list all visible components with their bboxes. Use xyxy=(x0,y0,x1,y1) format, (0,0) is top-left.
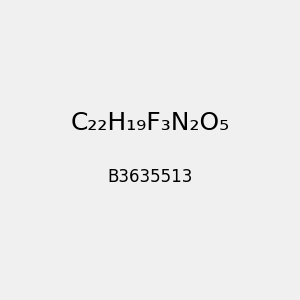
Text: B3635513: B3635513 xyxy=(107,168,193,186)
Text: C₂₂H₁₉F₃N₂O₅: C₂₂H₁₉F₃N₂O₅ xyxy=(70,111,230,135)
